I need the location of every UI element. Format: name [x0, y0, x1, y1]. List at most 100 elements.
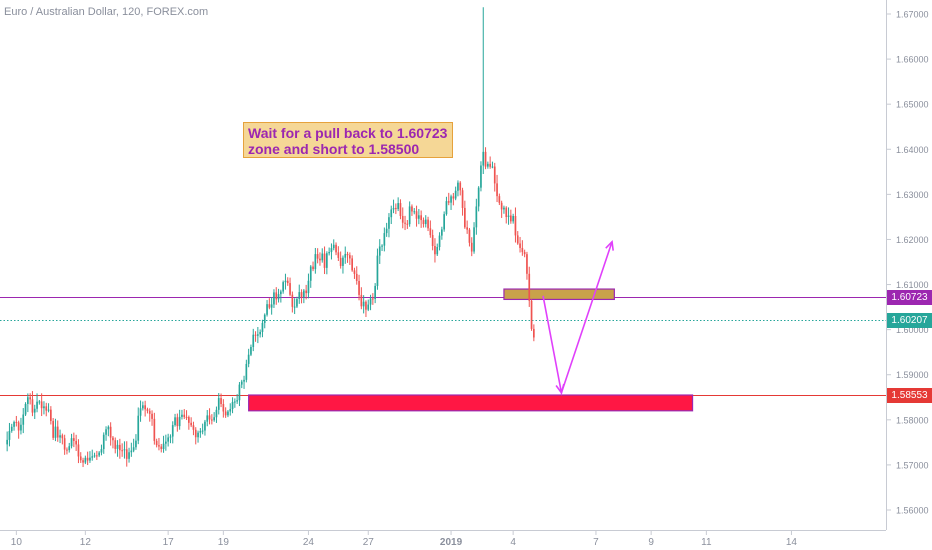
time-tick-label: 19 — [218, 537, 230, 548]
candle-body — [475, 206, 478, 228]
candle-body — [342, 257, 344, 266]
candle-body — [236, 400, 238, 402]
candle-body — [96, 455, 98, 457]
candle-body — [245, 363, 248, 380]
candle-body — [498, 196, 501, 203]
candle-body — [98, 452, 100, 456]
candle-body — [238, 384, 241, 401]
candle-body — [211, 419, 213, 421]
candle-body — [337, 252, 340, 258]
candle-body — [353, 270, 356, 274]
candle-body — [227, 411, 229, 416]
candle-body — [452, 196, 455, 199]
arrowhead-down — [555, 383, 565, 395]
candle-body — [190, 422, 192, 426]
candle-body — [102, 434, 105, 450]
candle-body — [268, 304, 271, 308]
price-tick-label: 1.62000 — [896, 235, 929, 245]
candle-body — [119, 444, 121, 451]
price-tick-label: 1.58000 — [896, 415, 929, 425]
time-axis[interactable]: 10 12 17 19 24 27 2019 4 7 9 11 14 — [11, 531, 798, 548]
projection-arrows — [542, 239, 614, 396]
candle-body — [381, 245, 383, 247]
candle-body — [510, 215, 512, 222]
candle-body — [24, 403, 27, 415]
price-tick-label: 1.60000 — [896, 325, 929, 335]
candle-body — [257, 334, 259, 336]
candle-body — [160, 446, 163, 450]
candle-body — [321, 253, 324, 261]
candle-body — [500, 202, 503, 210]
candle-body — [224, 411, 227, 416]
candle-body — [194, 429, 197, 438]
candle-body — [142, 405, 144, 409]
candle-body — [162, 443, 165, 450]
candle-body — [413, 211, 416, 213]
price-tick-label: 1.59000 — [896, 370, 929, 380]
candle-body — [330, 248, 333, 253]
candle-body — [86, 457, 89, 461]
candle-body — [291, 294, 294, 307]
candle-body — [167, 437, 169, 442]
candle-body — [424, 219, 427, 225]
candle-body — [374, 285, 376, 299]
price-tick-label: 1.67000 — [896, 10, 929, 20]
candle-body — [10, 426, 13, 431]
candle-body — [165, 441, 167, 444]
candle-body — [31, 399, 34, 413]
price-axis[interactable]: 1.56000 1.57000 1.58000 1.59000 1.60000 1.610… — [887, 10, 929, 516]
candle-body — [286, 280, 289, 284]
candle-body — [75, 440, 77, 445]
candle-body — [148, 410, 151, 414]
candle-body — [240, 381, 243, 385]
candle-body — [516, 235, 519, 244]
candle-body — [222, 404, 225, 412]
candle-body — [261, 323, 264, 332]
candle-body — [491, 166, 494, 168]
candle-body — [8, 430, 11, 440]
candle-body — [367, 304, 370, 310]
arrowhead-up — [605, 239, 614, 251]
candle-body — [362, 301, 365, 307]
price-badge-pullback: 1.60723 — [887, 290, 932, 305]
candle-body — [470, 242, 473, 252]
candle-body — [100, 449, 103, 453]
candle-body — [514, 216, 517, 236]
candle-body — [289, 283, 291, 295]
candle-body — [197, 432, 199, 438]
candles — [6, 7, 535, 468]
trade-annotation[interactable]: Wait for a pull back to 1.60723 zone and… — [243, 122, 453, 158]
candle-body — [135, 440, 137, 448]
candle-body — [109, 426, 112, 438]
candle-body — [243, 379, 245, 382]
candle-body — [360, 294, 363, 307]
candle-body — [293, 306, 296, 308]
candle-body — [482, 151, 485, 166]
candle-body — [431, 235, 434, 246]
candle-body — [528, 273, 531, 301]
candle-body — [447, 201, 450, 203]
candle-body — [139, 408, 142, 416]
candle-body — [277, 294, 280, 300]
candle-body — [77, 444, 80, 457]
candle-body — [473, 227, 475, 252]
candle-body — [457, 182, 459, 191]
candle-body — [395, 207, 397, 210]
candle-body — [438, 235, 441, 248]
candle-body — [105, 429, 107, 435]
candle-body — [66, 449, 68, 451]
price-tick-label: 1.61000 — [896, 280, 929, 290]
candle-body — [266, 304, 268, 315]
zones — [248, 288, 694, 412]
candle-body — [401, 215, 404, 223]
candle-body — [247, 354, 250, 364]
candle-body — [93, 455, 96, 457]
candle-body — [132, 447, 135, 451]
candle-body — [201, 430, 204, 432]
zone-box — [503, 288, 615, 301]
candle-body — [441, 229, 443, 236]
candle-body — [284, 280, 287, 283]
time-tick-label: 2019 — [440, 537, 463, 548]
candle-body — [79, 456, 82, 461]
